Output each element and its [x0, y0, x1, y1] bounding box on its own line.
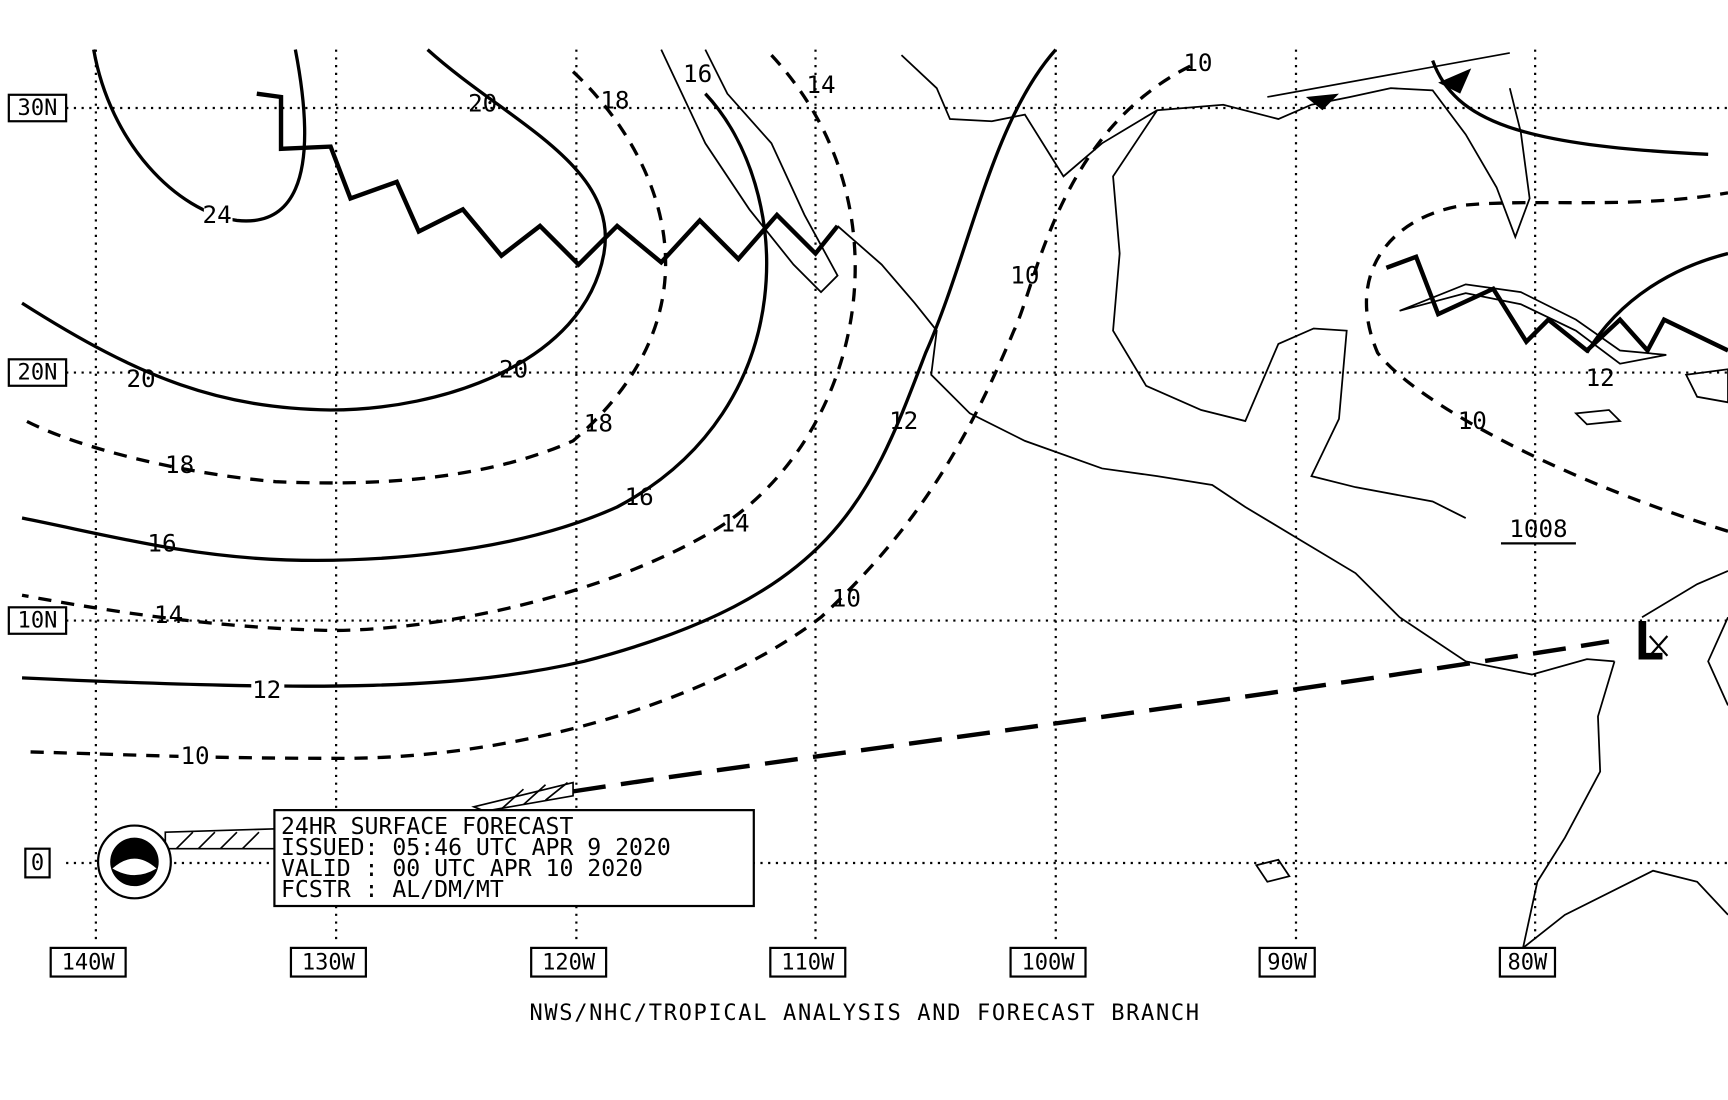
contour-label: 14: [154, 600, 183, 629]
graticule: [66, 49, 1728, 943]
contour-label: 10: [1010, 261, 1039, 290]
trough: [256, 91, 840, 268]
lon-label: 110W: [781, 950, 835, 975]
contour-label: 12: [889, 406, 918, 435]
fronts: [256, 52, 1728, 355]
label-bg: [251, 678, 285, 704]
isobar: [1364, 191, 1728, 533]
info-box: 24HR SURFACE FORECAST ISSUED: 05:46 UTC …: [273, 809, 755, 908]
label-box: [7, 93, 68, 123]
label-box: [289, 946, 367, 978]
lon-label: 140W: [62, 950, 116, 975]
contour-label: 10: [1458, 406, 1487, 435]
contour-label: 14: [720, 509, 749, 538]
contour-label: 10: [832, 584, 861, 613]
contour-label: 16: [683, 59, 712, 88]
contour-label: 10: [1183, 48, 1212, 77]
isobar: [21, 92, 769, 562]
coastline: [1641, 570, 1728, 706]
label-box: [1009, 946, 1087, 978]
latitude-labels: 30N 20N 10N 0: [7, 93, 68, 879]
isobar: [21, 48, 607, 412]
lat-label: 20N: [18, 361, 58, 386]
pressure-center: 1008 L: [1500, 514, 1669, 672]
isobars: [21, 48, 1728, 794]
contour-label: 12: [1586, 363, 1615, 392]
contour-labels: 24 20 20 20 18 18 18 16 16 16 14 14 14 1…: [126, 48, 1614, 770]
contour-label: 12: [252, 675, 281, 704]
label-bg: [203, 203, 233, 229]
isobar: [92, 49, 307, 223]
lon-label: 100W: [1022, 950, 1076, 975]
coastline: [836, 225, 1615, 676]
contour-label: 20: [468, 89, 497, 118]
lon-label: 90W: [1267, 950, 1308, 975]
isobar: [21, 70, 668, 485]
lat-label: 30N: [18, 96, 58, 121]
coastlines: [660, 49, 1728, 951]
contour-label: 24: [203, 200, 232, 229]
contour-label: 16: [625, 482, 654, 511]
info-line: VALID : 00 UTC APR 10 2020: [281, 856, 643, 882]
trough-axis: [572, 639, 1610, 794]
isobar: [21, 53, 857, 633]
label-box: [1258, 946, 1316, 978]
front-symbol: [1438, 68, 1472, 94]
contour-label: 14: [806, 70, 835, 99]
coastline: [660, 49, 839, 294]
info-frame: [273, 809, 755, 908]
contour-label: 20: [499, 354, 528, 383]
label-box: [24, 847, 51, 879]
info-line: FCSTR : AL/DM/MT: [281, 877, 504, 903]
longitude-labels: 140W 130W 120W 110W 100W 90W 80W: [49, 946, 1557, 978]
footer: NWS/NHC/TROPICAL ANALYSIS AND FORECAST B…: [529, 1001, 1200, 1026]
label-bg: [178, 745, 212, 770]
contour-label: 18: [600, 85, 629, 114]
logo-bird: [112, 858, 157, 876]
contour-label: 20: [126, 364, 155, 393]
front-symbol: [1305, 93, 1339, 111]
label-box: [530, 946, 608, 978]
front-line: [1267, 52, 1510, 98]
contour-label: 18: [584, 408, 613, 437]
trough: [1385, 253, 1728, 355]
info-line: 24HR SURFACE FORECAST: [281, 814, 573, 840]
lon-label: 80W: [1508, 950, 1549, 975]
central-pressure: 1008: [1509, 514, 1567, 543]
lat-label: 0: [31, 851, 44, 876]
lat-label: 10N: [18, 609, 58, 634]
coastline: [900, 54, 1531, 240]
contour-label: 18: [165, 450, 194, 479]
isobar: [1585, 251, 1728, 354]
label-box: [7, 606, 68, 635]
lon-label: 130W: [302, 950, 356, 975]
isobar: [21, 64, 1191, 760]
label-box: [49, 946, 127, 978]
isobar: [21, 48, 1057, 688]
contour-label: 16: [147, 528, 176, 557]
label-box: [1498, 946, 1557, 978]
coastline: [1112, 109, 1467, 519]
low-symbol: L: [1633, 611, 1665, 672]
hatch-lines: [175, 781, 569, 850]
label-box: [769, 946, 847, 978]
label-box: [7, 358, 68, 387]
coastline: [1521, 661, 1728, 951]
contour-label: 10: [180, 741, 209, 770]
info-line: ISSUED: 05:46 UTC APR 9 2020: [281, 835, 671, 861]
low-center-x: [1648, 635, 1669, 657]
lon-label: 120W: [542, 950, 596, 975]
noaa-logo: [96, 824, 172, 900]
